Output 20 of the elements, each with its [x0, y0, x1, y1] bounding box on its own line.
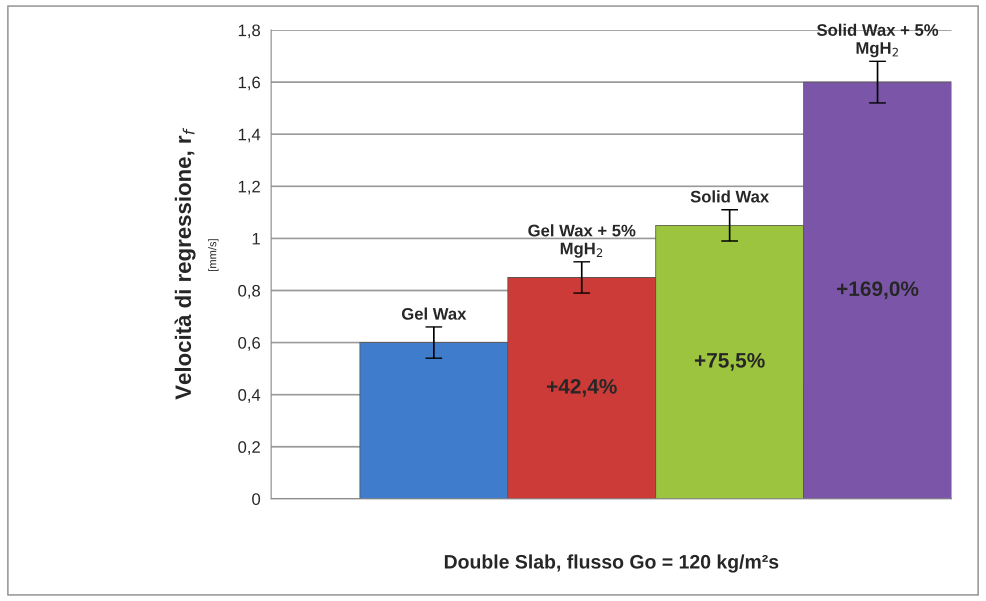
- y-tick-label: 0,4: [238, 389, 260, 403]
- y-tick-label: 0,6: [238, 336, 260, 351]
- y-tick-label: 1: [252, 232, 260, 244]
- y-axis-title: Velocità di regressione, r$_{f}$: [174, 128, 196, 400]
- annotation: +75,5%: [694, 352, 765, 371]
- y-tick-label: 0,8: [238, 284, 260, 299]
- y-tick-label: 1,2: [238, 180, 260, 194]
- x-tick-label: Solid Wax: [690, 190, 770, 203]
- x-axis-title: Double Slab, flusso Go = 120 kg/m²s: [444, 554, 778, 573]
- x-tick-label: Solid Wax + 5% MgH$_{2}$: [816, 24, 938, 58]
- text: [mm/s]: [208, 239, 218, 271]
- x-tick-label: Gel Wax + 5% MgH$_{2}$: [528, 224, 636, 258]
- y-tick-label: 1,4: [238, 128, 260, 142]
- y-tick-label: 1,6: [238, 76, 260, 90]
- y-tick-label: 0,2: [238, 441, 260, 455]
- x-tick-label: Gel Wax: [402, 308, 466, 320]
- y-tick-label: 0: [252, 493, 260, 506]
- annotation: +169,0%: [837, 281, 918, 300]
- annotation: +42,4%: [546, 378, 617, 397]
- y-tick-label: 1,8: [238, 24, 260, 38]
